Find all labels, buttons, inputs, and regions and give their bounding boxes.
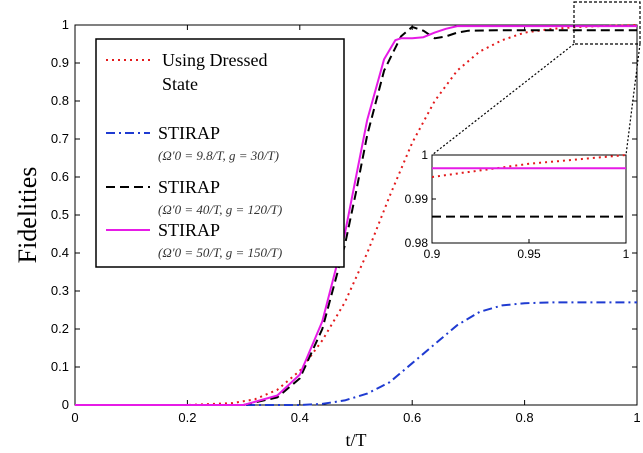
y-tick-label: 0.5: [51, 207, 69, 222]
series-line-2: [75, 25, 637, 406]
legend-label-dressed: Using Dressed State: [162, 50, 268, 94]
x-tick-label: 0.4: [291, 410, 309, 425]
zoom-region-box: [573, 1, 641, 45]
inset-y-tick-label: 1: [421, 148, 428, 162]
zoom-connector-left: [431, 43, 575, 156]
legend-label-stirap-3: STIRAP: [158, 220, 220, 240]
x-tick-label: 0: [71, 410, 78, 425]
inset-y-tick-label: 0.98: [405, 236, 429, 250]
legend-label-stirap-1: STIRAP: [158, 123, 220, 143]
y-tick-label: 0.7: [51, 131, 69, 146]
x-tick-label: 1: [633, 410, 640, 425]
x-tick-label: 0.6: [403, 410, 421, 425]
y-axis-label: Fidelities: [13, 167, 42, 264]
x-tick-label: 0.8: [516, 410, 534, 425]
inset-frame: [431, 154, 627, 244]
y-tick-label: 0.8: [51, 93, 69, 108]
y-tick-label: 0.9: [51, 55, 69, 70]
x-axis-label: t/T: [346, 430, 367, 450]
legend-params-stirap-1: (Ω′0 = 9.8/T, g = 30/T): [158, 148, 279, 163]
inset-y-ticks: 0.98 0.99 1: [405, 148, 436, 250]
y-tick-label: 0.3: [51, 283, 69, 298]
y-tick-label: 0.4: [51, 245, 69, 260]
inset-x-tick-label: 0.95: [517, 247, 541, 261]
inset-y-tick-label: 0.99: [405, 192, 429, 206]
legend-params-stirap-2: (Ω′0 = 40/T, g = 120/T): [158, 202, 282, 217]
legend: Using Dressed State STIRAP (Ω′0 = 9.8/T, …: [95, 38, 345, 268]
y-tick-label: 0.6: [51, 169, 69, 184]
inset-x-tick-label: 1: [623, 247, 630, 261]
series-line-3: [75, 25, 637, 406]
x-tick-label: 0.2: [178, 410, 196, 425]
y-tick-label: 0.1: [51, 359, 69, 374]
legend-params-stirap-3: (Ω′0 = 50/T, g = 150/T): [158, 245, 282, 260]
inset-series-line-0: [431, 154, 627, 178]
y-tick-label: 1: [62, 17, 69, 32]
inset-plot: 0.9 0.95 1 0.98 0.99 1: [405, 148, 630, 261]
inset-x-ticks: 0.9 0.95 1: [424, 239, 630, 261]
inset-series-lines: [431, 154, 627, 218]
zoom-connector-right: [625, 43, 641, 156]
series-line-1: [75, 301, 637, 406]
y-tick-label: 0.2: [51, 321, 69, 336]
inset-x-tick-label: 0.9: [424, 247, 441, 261]
y-tick-label: 0: [62, 397, 69, 412]
legend-label-stirap-2: STIRAP: [158, 177, 220, 197]
y-ticks: 0 0.1 0.2 0.3 0.4 0.5 0.6 0.7 0.8 0.9 1: [51, 17, 637, 412]
series-lines: [75, 24, 638, 406]
